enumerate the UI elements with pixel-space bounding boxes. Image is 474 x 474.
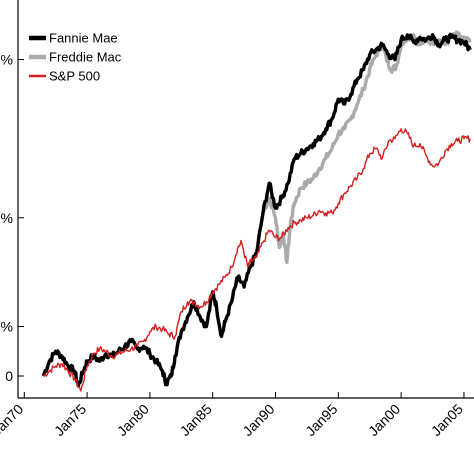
series-line-fannie-mae xyxy=(41,32,472,388)
y-tick-label: % xyxy=(1,319,13,335)
x-tick-label: Jan90 xyxy=(239,401,277,439)
y-tick-label: % xyxy=(1,210,13,226)
x-ticks: Jan70 Jan75 Jan80 Jan85 Jan90 Jan95 Jan00 Jan05 xyxy=(0,392,466,439)
series-line-freddie-mac xyxy=(261,30,472,264)
series-layer xyxy=(41,30,472,392)
legend-label-fannie-mae: Fannie Mae xyxy=(49,31,118,46)
x-tick-label: Jan00 xyxy=(365,401,403,439)
y-tick-label: % xyxy=(1,52,13,68)
x-tick-label: Jan05 xyxy=(428,401,466,439)
legend: Fannie Mae Freddie Mac S&P 500 xyxy=(29,31,122,84)
y-ticks: 0%%% xyxy=(1,52,24,384)
y-tick-label: 0 xyxy=(5,368,13,384)
chart-axes xyxy=(17,0,474,399)
x-tick-label: Jan85 xyxy=(177,401,215,439)
x-tick-label: Jan70 xyxy=(0,401,27,439)
legend-label-s-p-500: S&P 500 xyxy=(49,69,100,84)
x-tick-label: Jan80 xyxy=(114,401,152,439)
x-tick-label: Jan75 xyxy=(51,401,89,439)
legend-label-freddie-mac: Freddie Mac xyxy=(49,50,122,65)
series-line-s-p-500 xyxy=(42,128,471,392)
x-tick-label: Jan95 xyxy=(302,401,340,439)
